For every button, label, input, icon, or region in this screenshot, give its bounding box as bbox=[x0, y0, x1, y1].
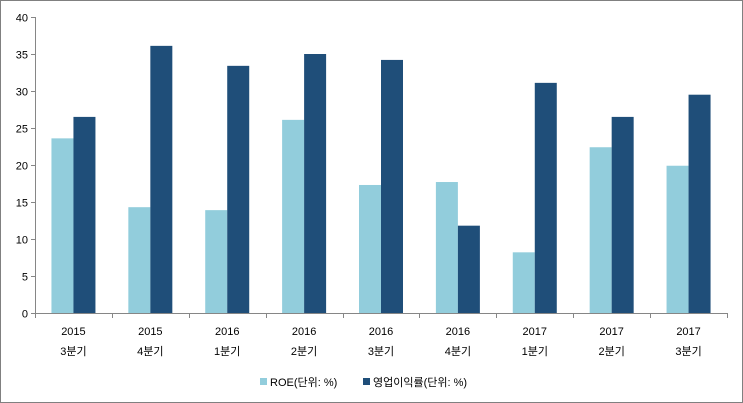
bar-operating-margin bbox=[150, 45, 173, 314]
x-tick-label-quarter: 3분기 bbox=[368, 345, 394, 358]
x-tick-label-year: 2016 bbox=[446, 326, 470, 338]
x-tick-label-quarter: 4분기 bbox=[445, 345, 471, 358]
bar-roe bbox=[589, 147, 612, 313]
y-tick-label: 15 bbox=[16, 198, 28, 210]
x-tick-label-quarter: 4분기 bbox=[137, 345, 163, 358]
bar-operating-margin bbox=[534, 82, 557, 313]
bar-roe bbox=[128, 207, 151, 313]
x-tick-label-year: 2017 bbox=[523, 326, 547, 338]
x-tick-label-year: 2017 bbox=[599, 326, 623, 338]
y-tick-label: 20 bbox=[16, 161, 28, 173]
bar-roe bbox=[435, 182, 458, 313]
bar-operating-margin bbox=[304, 54, 327, 313]
y-tick-label: 40 bbox=[16, 13, 28, 25]
x-tick-label-quarter: 3분기 bbox=[60, 345, 86, 358]
bar-operating-margin bbox=[611, 116, 634, 314]
bar-roe bbox=[359, 184, 381, 313]
y-tick-label: 35 bbox=[16, 50, 28, 62]
legend-swatch bbox=[363, 378, 370, 385]
x-tick-label-quarter: 2분기 bbox=[291, 345, 317, 358]
legend-label: ROE(단위: %) bbox=[270, 376, 337, 389]
x-tick-label-year: 2017 bbox=[676, 326, 700, 338]
x-tick-label-year: 2016 bbox=[215, 326, 239, 338]
bar-roe bbox=[282, 119, 305, 313]
bar-operating-margin bbox=[73, 116, 96, 314]
y-tick-label: 30 bbox=[16, 87, 28, 99]
bar-roe bbox=[512, 252, 535, 313]
bar-roe bbox=[666, 165, 689, 313]
legend-label: 영업이익률(단위: %) bbox=[373, 376, 467, 389]
bar-operating-margin bbox=[457, 225, 480, 313]
bar-roe bbox=[51, 138, 74, 313]
x-tick-label-quarter: 1분기 bbox=[522, 345, 548, 358]
y-tick-label: 5 bbox=[22, 272, 28, 284]
bar-operating-margin bbox=[227, 65, 250, 313]
x-tick-label-year: 2016 bbox=[369, 326, 393, 338]
x-tick-label-year: 2015 bbox=[138, 326, 162, 338]
bar-roe bbox=[205, 210, 228, 313]
x-tick-label-year: 2016 bbox=[292, 326, 316, 338]
legend-swatch bbox=[260, 378, 267, 385]
x-tick-label-quarter: 3분기 bbox=[675, 345, 701, 358]
y-tick-label: 25 bbox=[16, 124, 28, 136]
x-tick-label-quarter: 1분기 bbox=[214, 345, 240, 358]
bar-operating-margin bbox=[381, 59, 403, 313]
y-tick-label: 10 bbox=[16, 235, 28, 247]
x-tick-label-quarter: 2분기 bbox=[598, 345, 624, 358]
bar-operating-margin bbox=[688, 94, 711, 313]
y-tick-label: 0 bbox=[22, 309, 28, 321]
x-tick-label-year: 2015 bbox=[61, 326, 85, 338]
